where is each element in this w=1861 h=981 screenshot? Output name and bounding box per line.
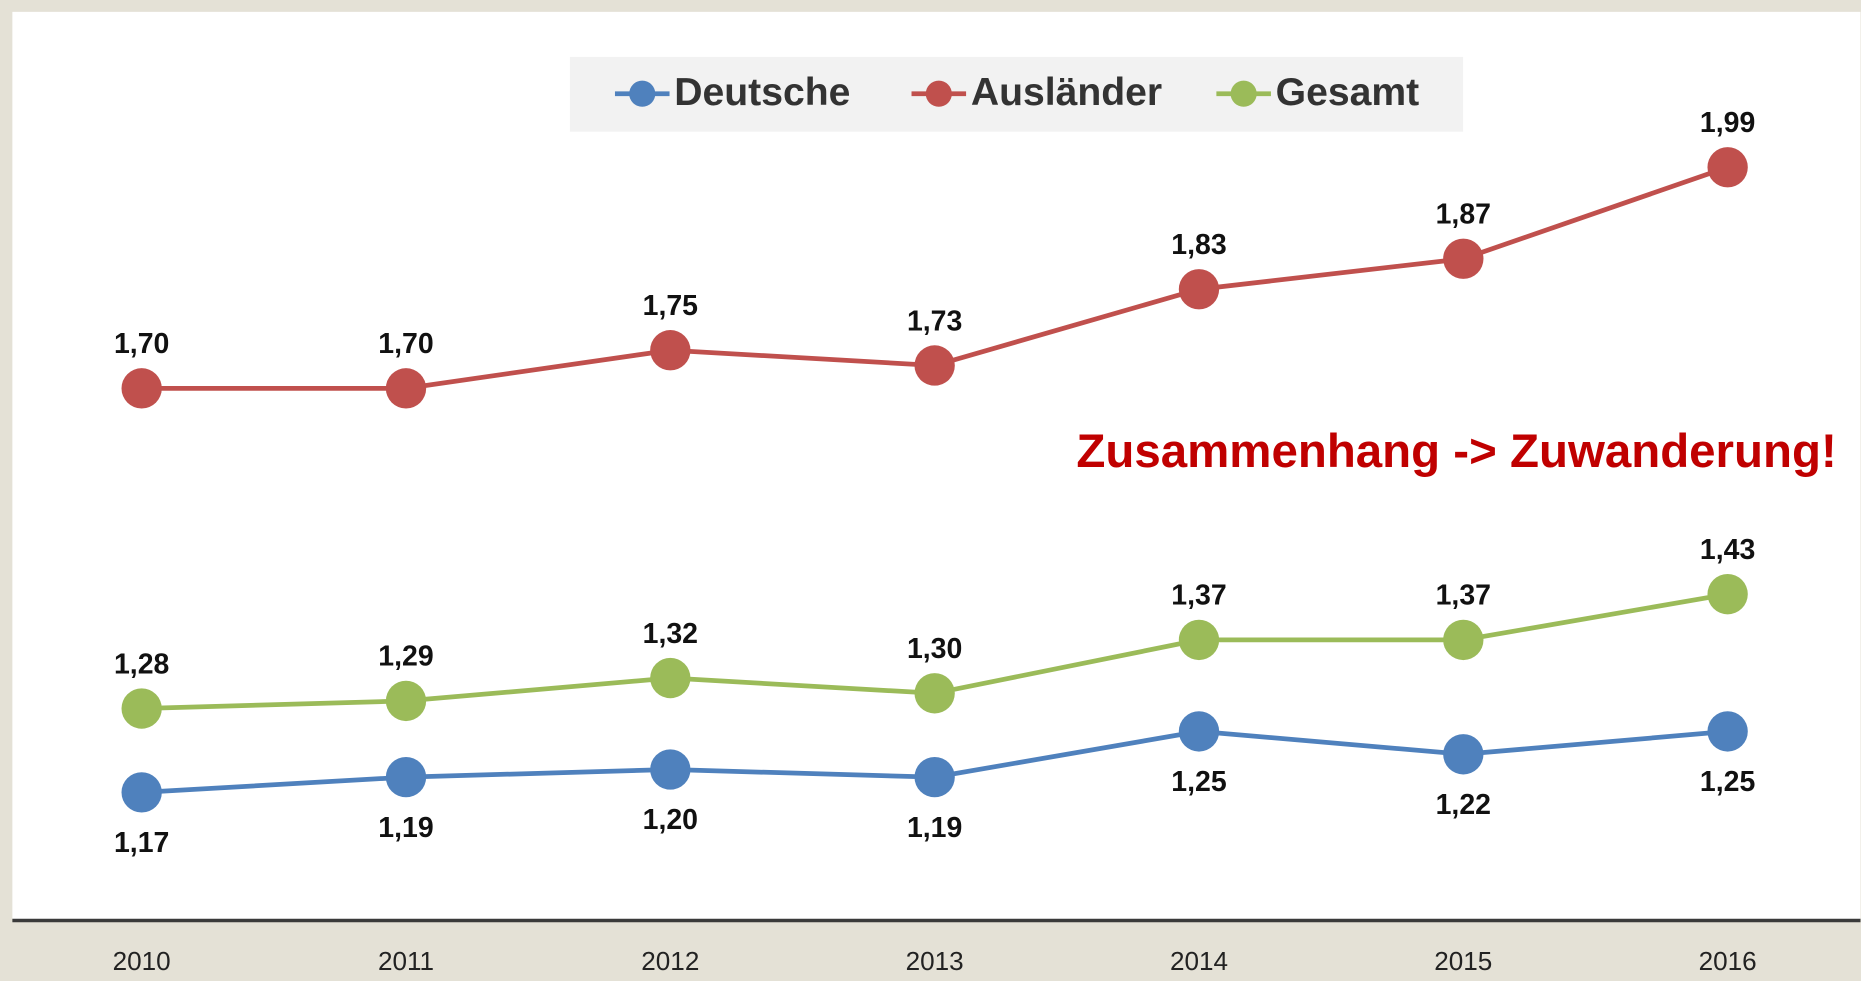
- data-point: [650, 330, 691, 371]
- data-point: [1707, 711, 1748, 752]
- data-point: [914, 756, 955, 798]
- data-label: 1,70: [114, 328, 169, 360]
- data-point: [1443, 734, 1484, 775]
- x-tick-label: 2015: [1434, 946, 1492, 976]
- data-label: 1,30: [907, 633, 962, 665]
- data-point: [1178, 711, 1220, 752]
- data-point: [385, 680, 427, 722]
- data-point: [385, 368, 427, 409]
- data-label: 1,43: [1700, 534, 1755, 566]
- data-label: 1,17: [114, 827, 169, 859]
- legend-marker: [1230, 80, 1257, 107]
- data-label: 1,22: [1436, 789, 1491, 821]
- data-point: [1707, 147, 1748, 188]
- x-tick-label: 2012: [641, 946, 699, 976]
- data-label: 1,29: [378, 641, 433, 673]
- legend-marker: [925, 80, 952, 107]
- data-label: 1,37: [1436, 580, 1491, 612]
- data-label: 1,73: [907, 305, 962, 337]
- data-label: 1,20: [643, 804, 698, 836]
- data-label: 1,99: [1700, 107, 1755, 139]
- data-label: 1,83: [1171, 229, 1226, 261]
- data-point: [385, 756, 427, 798]
- data-label: 1,28: [114, 648, 169, 680]
- annotation: Zusammenhang -> Zuwanderung!: [1076, 425, 1836, 478]
- data-label: 1,37: [1171, 580, 1226, 612]
- data-label: 1,19: [907, 812, 962, 844]
- data-point: [914, 673, 955, 714]
- data-point: [650, 749, 691, 790]
- x-tick-label: 2010: [113, 946, 171, 976]
- data-point: [121, 772, 162, 813]
- data-point: [1178, 269, 1220, 310]
- data-label: 1,75: [643, 290, 699, 322]
- data-point: [1443, 619, 1484, 661]
- data-label: 1,70: [378, 328, 433, 360]
- legend-marker: [629, 80, 656, 107]
- data-label: 1,32: [643, 618, 698, 650]
- x-tick-label: 2016: [1699, 946, 1757, 976]
- data-label: 1,25: [1700, 766, 1756, 798]
- data-label: 1,19: [378, 812, 433, 844]
- data-point: [914, 345, 955, 386]
- data-point: [121, 688, 162, 729]
- data-point: [121, 368, 162, 409]
- data-point: [1178, 619, 1220, 661]
- x-tick-label: 2014: [1170, 946, 1228, 976]
- legend-label: Gesamt: [1276, 71, 1420, 114]
- data-point: [650, 657, 691, 699]
- x-tick-label: 2011: [378, 946, 434, 976]
- x-tick-label: 2013: [906, 946, 964, 976]
- legend: [569, 56, 1464, 132]
- legend-label: Ausländer: [971, 71, 1162, 114]
- data-point: [1443, 238, 1484, 279]
- data-label: 1,25: [1171, 766, 1227, 798]
- data-label: 1,87: [1436, 199, 1491, 231]
- data-point: [1707, 574, 1748, 615]
- legend-label: Deutsche: [674, 71, 850, 114]
